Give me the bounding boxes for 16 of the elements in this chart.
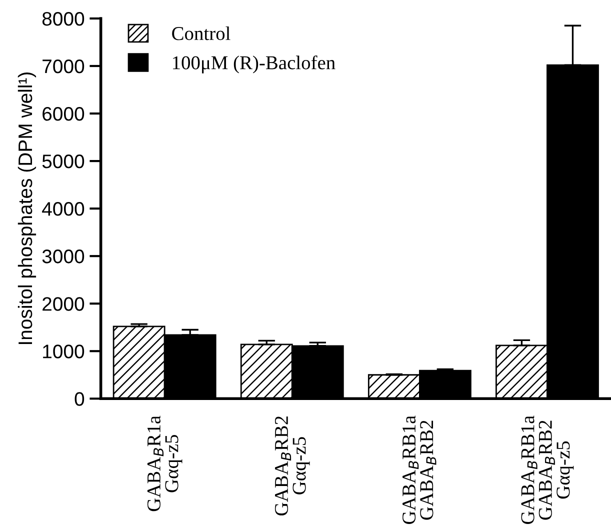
x-tick-label: GABA$_{B}$RB1a GABA$_{B}$RB2 Gαq-z5 <box>521 416 574 524</box>
x-tick-label: GABA$_{B}$R1a Gαq-z5 <box>147 416 182 512</box>
y-tick-label: 4000 <box>42 202 84 216</box>
y-tick-label: 5000 <box>42 154 84 168</box>
legend-label: 100μM (R)-Baclofen <box>173 55 336 74</box>
y-tick-label: 7000 <box>42 59 84 74</box>
y-tick-label: 1000 <box>43 344 84 358</box>
y-tick-label: 6000 <box>42 106 84 121</box>
y-tick-label: 0 <box>74 392 84 406</box>
y-tick-label: 8000 <box>42 12 84 26</box>
x-tick-label: GABA$_{B}$RB2 Gαq-z5 <box>274 416 310 516</box>
y-tick-label: 2000 <box>42 297 84 311</box>
legend-label: Control <box>172 26 230 40</box>
y-axis-title: Inositol phosphates (DPM well¹) <box>18 72 36 344</box>
x-tick-label: GABA$_{B}$RB1a GABA$_{B}$RB2 <box>402 416 436 524</box>
y-tick-label: 3000 <box>42 250 84 264</box>
